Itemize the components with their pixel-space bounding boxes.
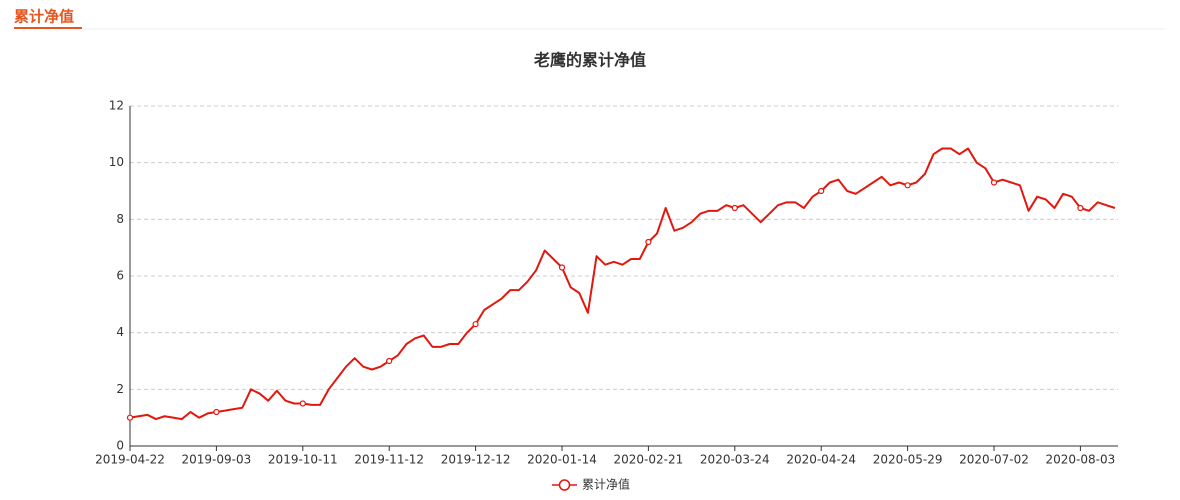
point-marker xyxy=(1077,204,1084,212)
x-tick-label: 2019-04-22 xyxy=(95,453,165,467)
y-tick-label: 8 xyxy=(116,212,124,226)
chart-title: 老鹰的累计净值 xyxy=(533,51,646,70)
x-tick-label: 2019-10-11 xyxy=(268,453,338,467)
x-tick-label: 2020-03-24 xyxy=(700,453,770,467)
point-marker xyxy=(818,187,825,195)
point-marker xyxy=(731,204,738,212)
data-line xyxy=(129,147,1116,421)
point-marker xyxy=(558,264,566,271)
x-tick-label: 2020-01-14 xyxy=(527,453,597,467)
legend-label: 累计净值 xyxy=(582,477,630,492)
point-marker xyxy=(386,357,393,365)
y-tick-label: 0 xyxy=(116,439,124,453)
x-tick-label: 2020-05-29 xyxy=(873,453,943,467)
point-marker xyxy=(990,179,998,186)
y-tick-label: 4 xyxy=(116,325,124,339)
x-tick-label: 2020-07-02 xyxy=(959,453,1029,467)
x-tick-label: 2019-09-03 xyxy=(182,453,252,467)
x-tick-label: 2020-02-21 xyxy=(614,453,684,467)
tab-label[interactable]: 累计净值 xyxy=(14,8,74,26)
y-tick-label: 10 xyxy=(109,155,124,169)
y-tick-label: 6 xyxy=(116,269,124,283)
x-tick-label: 2019-11-12 xyxy=(354,453,424,467)
x-tick-label: 2020-08-03 xyxy=(1046,453,1116,467)
x-tick-label: 2020-04-24 xyxy=(786,453,856,467)
y-tick-label: 2 xyxy=(116,382,124,396)
point-marker xyxy=(299,400,306,407)
point-marker xyxy=(213,408,220,416)
x-tick-label: 2019-12-12 xyxy=(441,453,511,467)
point-marker xyxy=(645,238,652,246)
point-marker xyxy=(126,414,134,421)
y-tick-label: 12 xyxy=(109,99,124,113)
point-marker xyxy=(472,321,479,328)
point-marker xyxy=(904,182,911,189)
legend-marker xyxy=(558,479,571,491)
